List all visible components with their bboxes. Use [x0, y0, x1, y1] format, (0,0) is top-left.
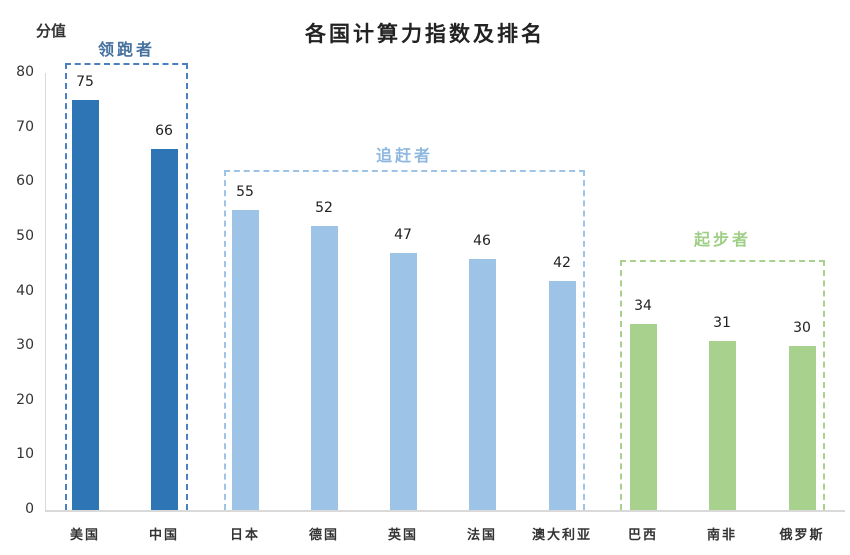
- y-tick-label: 60: [16, 173, 34, 190]
- y-tick-label: 70: [16, 118, 34, 135]
- x-tick-label: 日本: [229, 528, 260, 543]
- y-tick-label: 40: [16, 282, 34, 299]
- bar-8: [709, 340, 736, 510]
- y-axis-line: [45, 73, 46, 510]
- y-tick-label: 10: [16, 446, 34, 463]
- group-label: 领跑者: [97, 40, 155, 59]
- bar-4: [390, 253, 417, 510]
- data-label: 52: [315, 199, 333, 216]
- group-label: 起步者: [693, 230, 751, 249]
- y-tick-label: 20: [16, 391, 34, 408]
- bar-2: [232, 209, 259, 510]
- x-tick-label: 俄罗斯: [779, 528, 825, 543]
- chart-title: 各国计算力指数及排名: [305, 21, 545, 46]
- bar-1: [151, 149, 178, 510]
- x-tick-label: 中国: [148, 528, 179, 543]
- bar-7: [630, 324, 657, 510]
- x-tick-label: 德国: [308, 528, 339, 543]
- bar-5: [469, 258, 496, 510]
- group-box-1: [224, 170, 585, 510]
- group-box-0: [65, 63, 188, 510]
- x-axis-line: [45, 510, 845, 512]
- x-tick-label: 巴西: [627, 528, 658, 543]
- x-tick-label: 法国: [466, 528, 497, 543]
- group-box-2: [620, 260, 825, 510]
- x-tick-label: 英国: [387, 528, 418, 543]
- y-axis-label: 分值: [36, 22, 67, 40]
- bar-9: [789, 346, 816, 510]
- data-label: 66: [155, 123, 173, 140]
- y-tick-label: 30: [16, 337, 34, 354]
- data-label: 42: [553, 254, 571, 271]
- group-label: 追赶者: [375, 146, 433, 165]
- data-label: 55: [236, 183, 254, 200]
- x-tick-label: 澳大利亚: [531, 528, 592, 543]
- bar-0: [72, 100, 99, 510]
- bar-6: [549, 280, 576, 510]
- x-tick-label: 美国: [69, 528, 100, 543]
- x-tick-label: 南非: [706, 528, 737, 543]
- y-tick-label: 50: [16, 227, 34, 244]
- data-label: 75: [76, 74, 94, 91]
- data-label: 31: [713, 314, 731, 331]
- data-label: 34: [634, 298, 652, 315]
- data-label: 46: [473, 232, 491, 249]
- data-label: 47: [394, 227, 412, 244]
- data-label: 30: [793, 320, 811, 337]
- y-tick-label: 0: [25, 501, 34, 517]
- bar-3: [311, 225, 338, 510]
- y-tick-label: 80: [16, 64, 34, 80]
